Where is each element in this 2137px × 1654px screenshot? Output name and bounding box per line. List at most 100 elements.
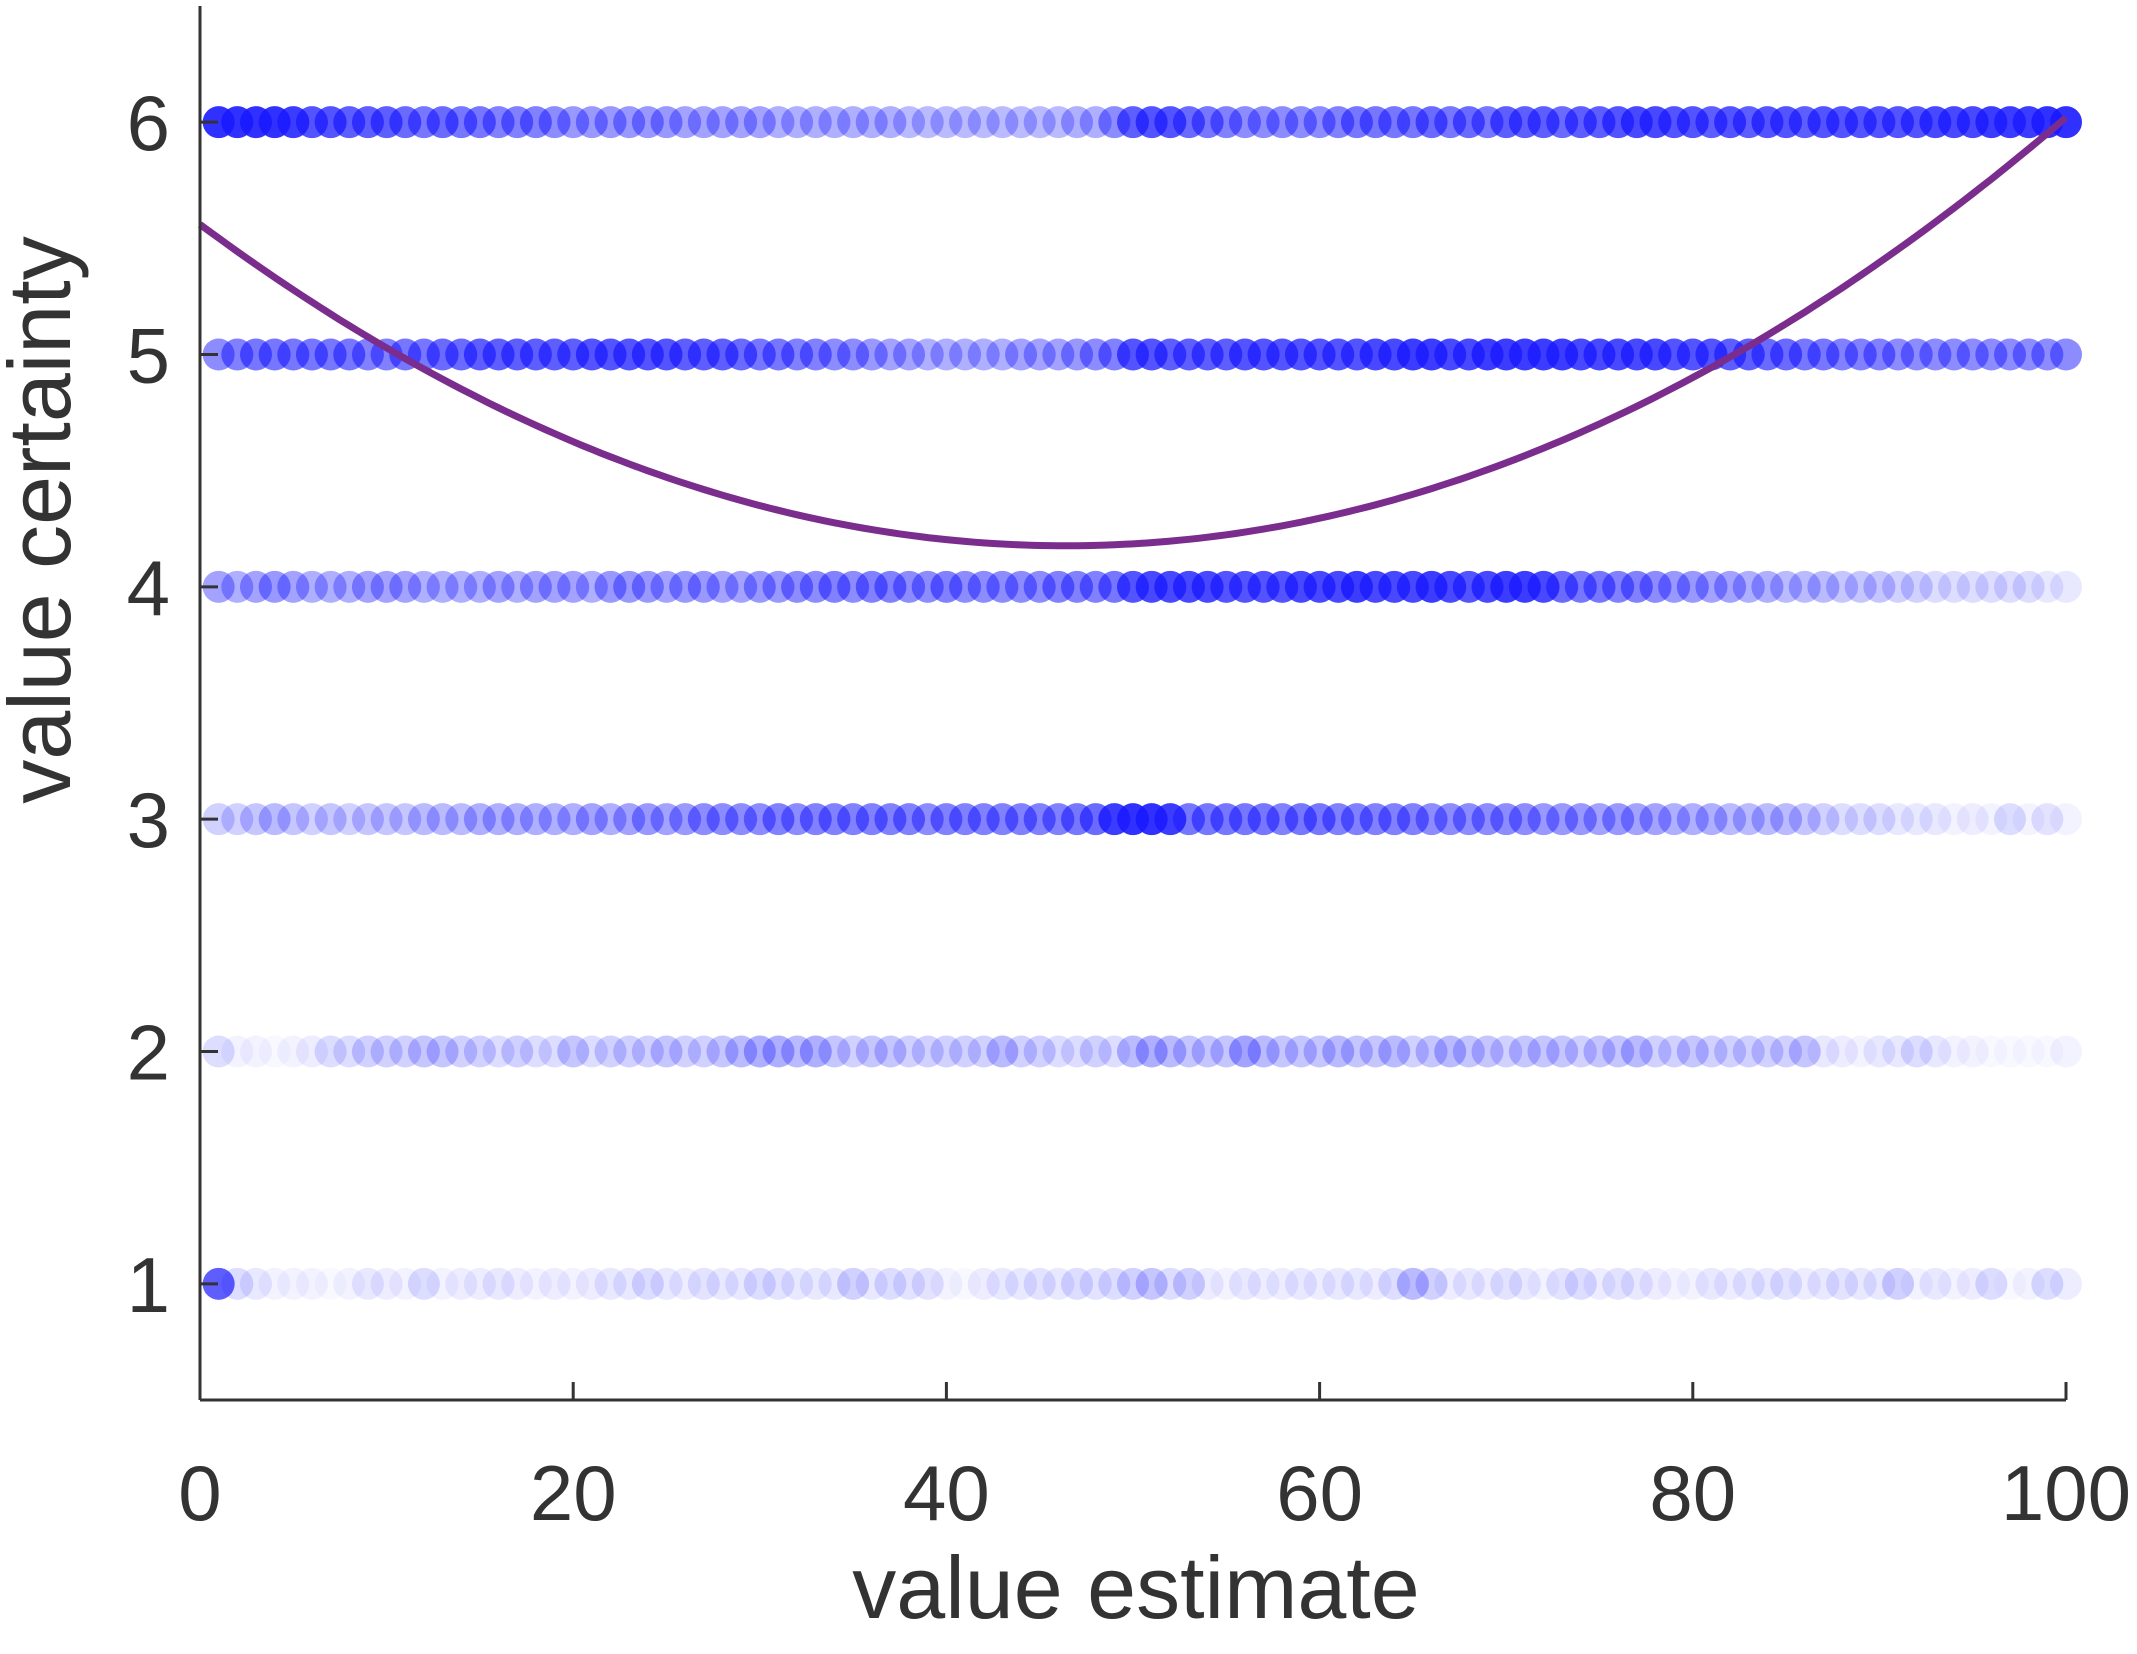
data-point bbox=[575, 1035, 608, 1068]
x-tick-label: 40 bbox=[903, 1449, 990, 1537]
data-point bbox=[463, 803, 496, 836]
data-point bbox=[1788, 1035, 1821, 1068]
data-point bbox=[911, 1267, 944, 1300]
data-point bbox=[1210, 1035, 1243, 1068]
data-point bbox=[1191, 1035, 1224, 1068]
data-point bbox=[239, 1267, 272, 1300]
data-point bbox=[426, 1035, 459, 1068]
data-point bbox=[1714, 803, 1747, 836]
data-point bbox=[295, 1267, 328, 1300]
fit-curve bbox=[197, 114, 2069, 550]
data-point bbox=[426, 1267, 459, 1300]
data-point bbox=[743, 570, 776, 603]
data-point bbox=[967, 338, 1000, 371]
data-point bbox=[2050, 803, 2082, 836]
data-point bbox=[818, 106, 851, 139]
data-point bbox=[445, 803, 478, 836]
data-point bbox=[1546, 803, 1579, 836]
data-point bbox=[650, 570, 683, 603]
x-tick-label: 100 bbox=[2001, 1449, 2131, 1537]
data-point bbox=[1695, 803, 1728, 836]
data-point bbox=[1938, 570, 1971, 603]
data-point bbox=[2012, 803, 2045, 836]
data-point bbox=[874, 338, 907, 371]
y-axis-title: value certainty bbox=[0, 236, 89, 803]
data-point bbox=[1303, 1267, 1336, 1300]
data-point bbox=[519, 570, 552, 603]
data-point bbox=[557, 1267, 590, 1300]
data-point bbox=[2050, 570, 2082, 603]
data-point bbox=[333, 1267, 366, 1300]
data-point bbox=[1508, 1267, 1541, 1300]
data-point bbox=[1882, 1035, 1915, 1068]
data-point bbox=[1863, 570, 1896, 603]
data-point bbox=[1956, 570, 1989, 603]
data-point bbox=[538, 1267, 571, 1300]
data-point bbox=[277, 1035, 310, 1068]
data-point bbox=[1695, 1035, 1728, 1068]
data-point bbox=[389, 1035, 422, 1068]
data-point bbox=[351, 570, 384, 603]
data-point bbox=[2050, 106, 2082, 139]
data-point bbox=[202, 570, 235, 603]
data-point bbox=[314, 803, 347, 836]
data-point bbox=[911, 1035, 944, 1068]
data-point bbox=[1079, 1267, 1112, 1300]
data-point bbox=[1788, 570, 1821, 603]
data-point bbox=[202, 803, 235, 836]
data-point bbox=[893, 106, 926, 139]
data-point bbox=[407, 1267, 440, 1300]
data-point bbox=[631, 1267, 664, 1300]
data-point bbox=[1639, 1267, 1672, 1300]
data-point bbox=[1322, 1267, 1355, 1300]
data-point bbox=[557, 803, 590, 836]
data-point bbox=[501, 1267, 534, 1300]
data-point bbox=[687, 1035, 720, 1068]
data-point bbox=[687, 1267, 720, 1300]
data-point bbox=[1919, 803, 1952, 836]
y-tick-label: 3 bbox=[127, 776, 170, 864]
data-point bbox=[1023, 1267, 1056, 1300]
data-point bbox=[1714, 570, 1747, 603]
data-point bbox=[1676, 1267, 1709, 1300]
data-point bbox=[1919, 1035, 1952, 1068]
data-point bbox=[669, 1035, 702, 1068]
data-point bbox=[258, 570, 291, 603]
data-point bbox=[1807, 1035, 1840, 1068]
data-point bbox=[1266, 1035, 1299, 1068]
data-point bbox=[781, 1267, 814, 1300]
data-point bbox=[1490, 1267, 1523, 1300]
y-axis-ticks: 1 2 3 4 5 6 bbox=[127, 79, 218, 1329]
data-point bbox=[557, 106, 590, 139]
data-point bbox=[650, 1267, 683, 1300]
data-point bbox=[1938, 1267, 1971, 1300]
data-point bbox=[1583, 1267, 1616, 1300]
data-point bbox=[1714, 1035, 1747, 1068]
data-point bbox=[1807, 570, 1840, 603]
data-point bbox=[1079, 1035, 1112, 1068]
data-point bbox=[314, 570, 347, 603]
y-tick-label: 2 bbox=[127, 1009, 170, 1097]
data-point bbox=[1863, 1267, 1896, 1300]
data-point bbox=[501, 570, 534, 603]
data-point bbox=[1340, 1035, 1373, 1068]
data-point bbox=[295, 1035, 328, 1068]
data-point bbox=[351, 1035, 384, 1068]
data-point bbox=[1210, 1267, 1243, 1300]
data-point bbox=[1266, 1267, 1299, 1300]
data-point bbox=[1452, 1035, 1485, 1068]
data-point bbox=[575, 1267, 608, 1300]
data-point bbox=[631, 1035, 664, 1068]
data-point bbox=[1005, 1267, 1038, 1300]
data-point bbox=[1900, 1267, 1933, 1300]
data-point bbox=[967, 106, 1000, 139]
data-point bbox=[949, 106, 982, 139]
data-point bbox=[445, 1267, 478, 1300]
data-point bbox=[1956, 803, 1989, 836]
data-point bbox=[911, 338, 944, 371]
data-point bbox=[930, 338, 963, 371]
data-point bbox=[277, 1267, 310, 1300]
data-point bbox=[650, 106, 683, 139]
data-point bbox=[1172, 1035, 1205, 1068]
data-point bbox=[445, 1035, 478, 1068]
